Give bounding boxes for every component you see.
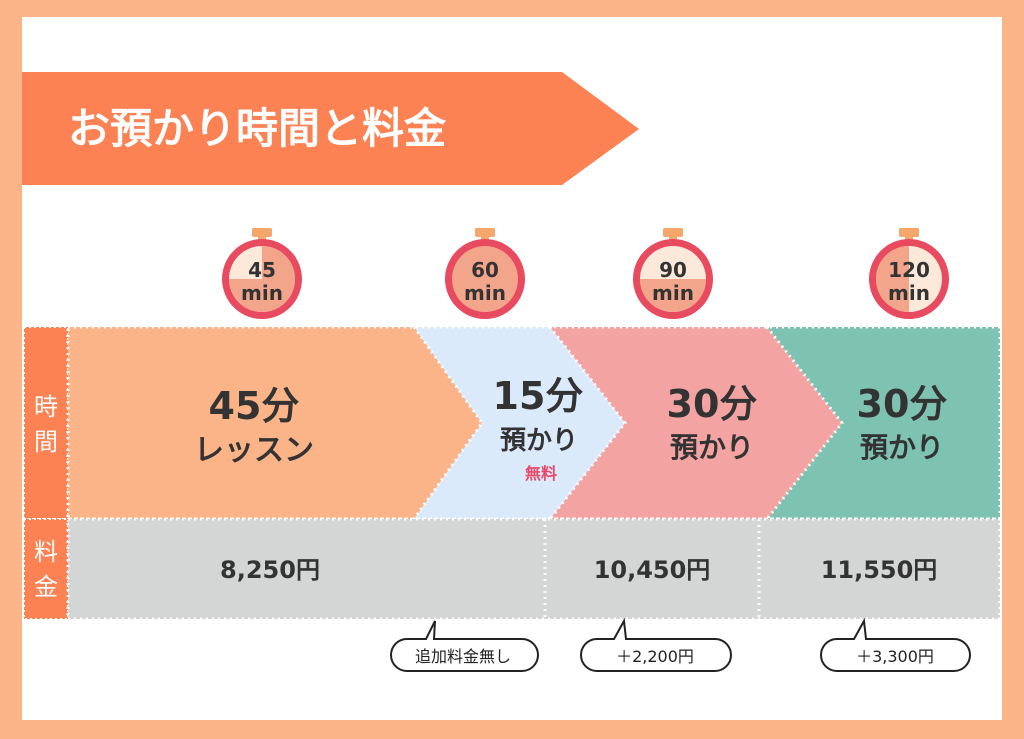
stopwatch-face-icon — [452, 246, 518, 312]
stopwatch-button-icon — [663, 228, 683, 237]
segment-2-note: 無料 — [525, 464, 557, 483]
timer-45: 45 min — [222, 228, 302, 319]
segment-divider — [548, 326, 627, 520]
price-2: 10,450円 — [594, 556, 711, 584]
timer-number: 60 — [471, 258, 499, 282]
row-label-time-char-2: 間 — [34, 428, 58, 456]
segment-2-duration: 15分 — [493, 374, 584, 418]
price-cell-1 — [68, 519, 545, 619]
timer-unit: min — [888, 281, 930, 305]
stopwatch-fill-icon — [229, 246, 295, 312]
timer-90: 90 min — [633, 228, 713, 319]
row-label-time: 時 間 — [23, 326, 69, 520]
price-cell-2 — [545, 519, 759, 619]
price-cell-3 — [759, 519, 1000, 619]
callout-3: ＋3,300円 — [820, 617, 971, 672]
timer-unit: min — [464, 281, 506, 305]
segment-3-shape — [550, 327, 842, 519]
callout-2: ＋2,200円 — [580, 617, 732, 672]
timer-number: 120 — [888, 258, 930, 282]
segment-1-duration: 45分 — [209, 384, 300, 428]
segment-1-label: レッスン — [194, 433, 314, 468]
segment-3-duration: 30分 — [667, 382, 758, 426]
stopwatch-stem-icon — [258, 235, 266, 241]
time-row: 45分 レッスン 15分 預かり 無料 30分 預かり 30分 預かり — [66, 325, 1002, 521]
timer-number: 90 — [659, 258, 687, 282]
segment-4-label: 預かり — [860, 431, 944, 464]
timer-unit: min — [241, 281, 283, 305]
price-3: 11,550円 — [821, 556, 938, 584]
header-arrow-shape — [22, 72, 639, 185]
timer-60: 60 min — [445, 228, 525, 319]
segment-2-shape — [414, 327, 625, 519]
callout-2-text: ＋2,200円 — [616, 647, 694, 666]
segment-divider — [765, 326, 844, 520]
callout-bubble — [390, 620, 539, 672]
page-title: お預かり時間と料金 — [68, 104, 447, 153]
header-banner: お預かり時間と料金 — [22, 72, 639, 185]
card: お預かり時間と料金 45 min 60 min 90 min — [22, 17, 1002, 720]
stopwatch-stem-icon — [669, 235, 677, 241]
callout-bubble — [820, 617, 971, 672]
segment-4-shape — [767, 327, 1000, 519]
row-label-price-char-2: 金 — [34, 573, 58, 601]
price-1: 8,250円 — [220, 556, 320, 584]
row-label-time-char-1: 時 — [34, 393, 58, 421]
stopwatch-stem-icon — [481, 235, 489, 241]
stopwatch-fill-icon — [640, 279, 706, 312]
callout-1: 追加料金無し — [390, 620, 539, 672]
stopwatch-button-icon — [252, 228, 272, 237]
callout-3-text: ＋3,300円 — [856, 647, 934, 666]
timer-unit: min — [652, 281, 694, 305]
row-label-price: 料 金 — [23, 518, 69, 620]
segment-3-label: 預かり — [670, 431, 754, 464]
callout-bubble — [580, 617, 732, 672]
price-row: 8,250円 10,450円 11,550円 — [66, 517, 1002, 621]
stopwatch-button-icon — [475, 228, 495, 237]
segment-2-label: 預かり — [500, 426, 578, 456]
timer-number: 45 — [248, 258, 276, 282]
row-label-price-char-1: 料 — [34, 538, 58, 566]
stopwatch-button-icon — [899, 228, 919, 237]
segment-4-duration: 30分 — [857, 382, 948, 426]
timer-120: 120 min — [869, 228, 949, 319]
callout-1-text: 追加料金無し — [415, 647, 511, 666]
rate-diagram: お預かり時間と料金 45 min 60 min 90 min — [22, 72, 1002, 672]
stopwatch-fill-icon — [876, 246, 909, 312]
segment-1-shape — [68, 327, 482, 519]
stopwatch-stem-icon — [905, 235, 913, 241]
